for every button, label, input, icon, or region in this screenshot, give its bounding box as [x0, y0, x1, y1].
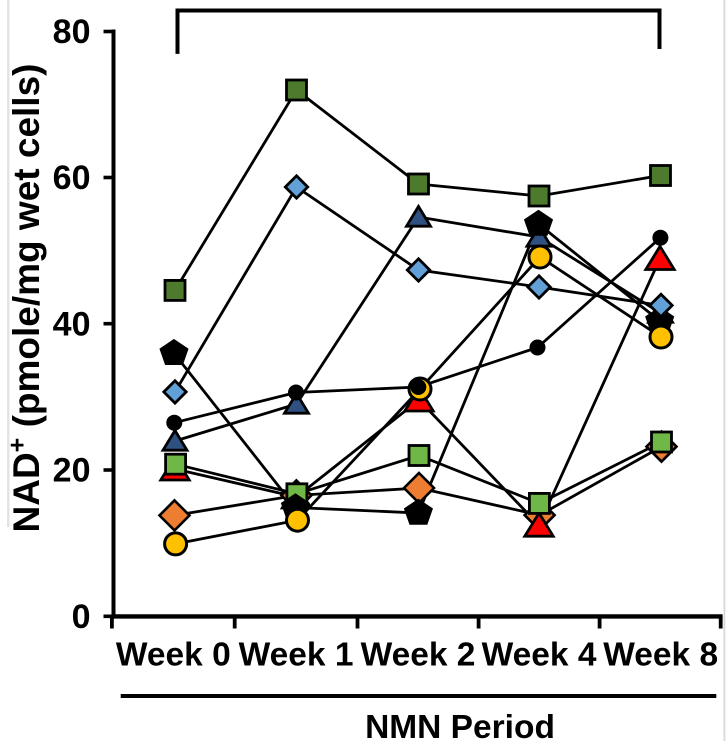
svg-text:80: 80: [53, 13, 91, 51]
svg-text:NAD+ (pmole/mg wet cells): NAD+ (pmole/mg wet cells): [4, 64, 48, 533]
svg-text:Week 8: Week 8: [603, 637, 718, 674]
svg-text:0: 0: [72, 598, 91, 636]
svg-text:NMN Period: NMN Period: [365, 709, 555, 741]
svg-text:Week 1: Week 1: [239, 637, 354, 674]
svg-text:20: 20: [53, 452, 91, 490]
svg-text:Week 2: Week 2: [361, 637, 476, 674]
svg-text:Week 0: Week 0: [116, 637, 231, 674]
svg-text:40: 40: [53, 305, 91, 343]
svg-text:Week 4: Week 4: [482, 637, 597, 674]
svg-text:60: 60: [53, 159, 91, 197]
